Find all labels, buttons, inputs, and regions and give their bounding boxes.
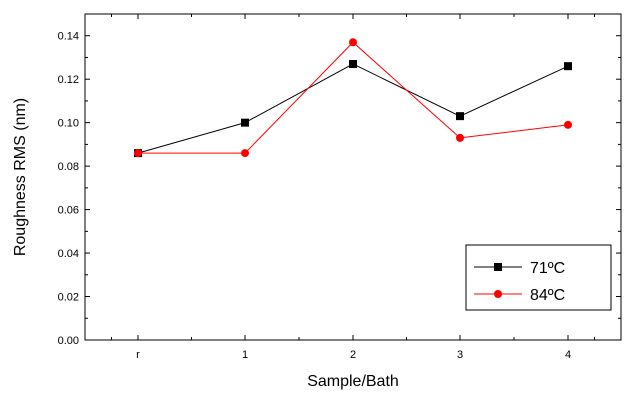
y-axis-title: Roughness RMS (nm) <box>12 98 29 256</box>
data-point <box>456 112 464 121</box>
data-point <box>564 62 572 71</box>
y-tick-label: 0.04 <box>58 248 79 260</box>
y-tick-label: 0.10 <box>58 118 79 130</box>
data-point <box>349 59 357 68</box>
legend-marker-71 <box>494 263 502 271</box>
y-tick-label: 0.02 <box>58 292 79 304</box>
legend-label-84: 84ºC <box>530 287 565 304</box>
legend-box <box>465 244 612 311</box>
legend: 71ºC 84ºC <box>465 244 612 311</box>
y-tick-label: 0.12 <box>58 74 79 86</box>
y-tick-label: 0.14 <box>58 31 79 43</box>
data-point <box>456 133 464 142</box>
x-tick-label: 1 <box>242 349 248 361</box>
data-point <box>241 149 249 158</box>
y-axis: 0.00 0.02 0.04 0.06 0.08 0.10 0.12 0.14 <box>58 13 621 347</box>
x-tick-label: 2 <box>350 349 356 361</box>
y-tick-label: 0.06 <box>58 205 79 217</box>
x-axis-title: Sample/Bath <box>307 373 399 390</box>
x-tick-label: r <box>136 349 140 361</box>
y-tick-label: 0.08 <box>58 161 79 173</box>
series-line-1 <box>138 41 569 154</box>
x-axis: r 1 2 3 4 <box>111 14 595 361</box>
data-point <box>349 38 357 47</box>
legend-label-71: 71ºC <box>530 260 565 277</box>
data-point <box>241 118 249 127</box>
data-point <box>564 120 572 129</box>
series-line-0 <box>137 63 569 154</box>
legend-marker-84 <box>494 290 502 298</box>
y-tick-label: 0.00 <box>58 335 79 347</box>
series-layer <box>134 38 572 158</box>
x-tick-label: 4 <box>565 349 571 361</box>
x-tick-label: 3 <box>457 349 463 361</box>
data-point <box>134 149 142 158</box>
